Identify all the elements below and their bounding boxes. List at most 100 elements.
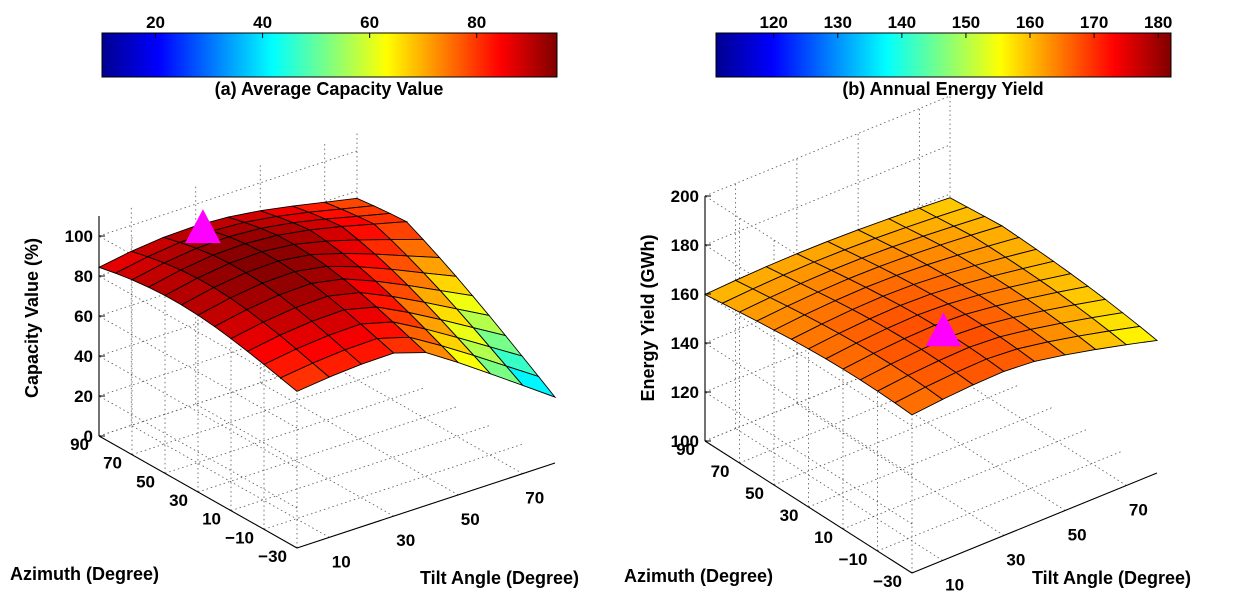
z-tick-label: 40 [74,347,93,366]
surface-capacity [97,197,557,399]
grid-line [98,150,358,237]
colorbar-tick-label: 140 [888,13,916,32]
surface-energy [703,197,1159,416]
grid-line [230,425,490,512]
y-tick-label: −10 [839,550,868,569]
colorbar-tick-label: 80 [467,13,486,32]
x-axis-line [296,462,556,549]
x-tick-label: 10 [332,552,351,571]
colorbar-tick-label: 60 [360,13,379,32]
z-tick-label: 140 [671,334,699,353]
y-tick-label: 70 [103,454,122,473]
grid-line [98,355,298,469]
grid-line [842,428,1089,530]
y-axis-line [704,440,913,574]
colorbar-tick-label: 130 [824,13,852,32]
grid-line [98,275,298,389]
y-tick-label: 10 [202,510,221,529]
panel-energy-yield: 120 130 140 150 160 170 180 (b) Annual Energy … [624,13,1191,592]
y-tick-label: 30 [780,506,799,525]
x-tick-label: 30 [1006,551,1025,570]
z-tick-label: 0 [84,427,93,446]
z-axis-label-capacity: Capacity Value (%) [22,238,42,398]
grid-line [131,369,391,456]
grid-line [735,428,943,561]
x-axis-label-capacity: Tilt Angle (Degree) [420,568,579,588]
y-tick-label: 30 [169,491,188,510]
grid-line [704,193,951,295]
x-tick-label: 30 [396,531,415,550]
grid-line [197,406,457,493]
grid-line [324,361,523,474]
x-tick-label: 70 [525,489,544,508]
z-tick-label: 60 [74,307,93,326]
y-axis-label-energy: Azimuth (Degree) [624,566,773,586]
z-tick-label: 100 [65,227,93,246]
panel-capacity-value: 20 40 60 80 (a) Average Capacity Value 0 20 4… [10,13,579,588]
y-axis-line [98,435,298,549]
y-tick-label: −10 [225,528,254,547]
y-tick-label: 90 [676,440,695,459]
surface-patch [504,365,557,399]
y-tick-label: 70 [711,462,730,481]
grid-line [98,395,298,509]
z-tick-label: 160 [671,285,699,304]
z-tick-label: 100 [671,432,699,451]
grid-line [704,144,951,246]
grid-line [877,450,1123,552]
colorbar-capacity: 20 40 60 80 (a) Average Capacity Value [101,13,558,99]
ticks-energy: 100 120 140 160 180 200 10 30 50 70 90 70 50 30 10 −10−… [671,187,1148,592]
grid-line [164,387,424,474]
y-tick-label: 90 [70,435,89,454]
x-tick-label: 50 [1068,526,1087,545]
grid-line [704,293,913,427]
colorbar-energy-title: (b) Annual Energy Yield [842,79,1043,99]
optimum-marker-energy [925,312,962,347]
axes-energy [704,196,1158,574]
axes-capacity [98,216,556,549]
colorbar-energy: 120 130 140 150 160 170 180 (b) Annual Energy … [715,13,1172,99]
grid-line [808,406,1054,508]
grid-line [704,391,913,525]
z-tick-label: 180 [671,236,699,255]
y-tick-label: −30 [873,572,902,591]
y-tick-label: −30 [258,547,287,566]
colorbar-tick-label: 180 [1144,13,1172,32]
y-tick-label: 10 [814,528,833,547]
colorbar-capacity-title: (a) Average Capacity Value [215,79,444,99]
x-axis-label-energy: Tilt Angle (Degree) [1032,568,1191,588]
grid-line [131,425,330,538]
colorbar-tick-label: 120 [759,13,787,32]
colorbar-tick-label: 40 [253,13,272,32]
grid-line [704,342,913,476]
grid-line [857,378,1066,511]
z-tick-label: 80 [74,267,93,286]
z-axis-label-energy: Energy Yield (GWh) [638,234,658,401]
grid-line [919,353,1127,486]
grid-line [260,382,459,496]
colorbar-tick-label: 20 [146,13,165,32]
z-tick-label: 20 [74,387,93,406]
x-axis-line [911,472,1158,574]
colorbar-tick-label: 160 [1016,13,1044,32]
z-tick-label: 120 [671,383,699,402]
grid-line [263,443,523,530]
x-tick-label: 50 [461,510,480,529]
grid-line [704,95,951,197]
x-tick-label: 10 [945,576,964,592]
grid-line [195,403,394,517]
y-tick-label: 50 [745,484,764,503]
y-tick-label: 50 [136,472,155,491]
colorbar-tick-label: 150 [952,13,980,32]
surface-patch [1108,325,1159,346]
x-tick-label: 70 [1129,501,1148,520]
y-axis-label-capacity: Azimuth (Degree) [10,564,159,584]
colorbar-energy-strip [715,32,1172,78]
colorbar-tick-label: 170 [1080,13,1108,32]
grid-line [98,315,298,429]
grid-line [773,384,1020,486]
optimum-marker-capacity [185,209,221,244]
colorbar-capacity-strip [101,32,558,78]
